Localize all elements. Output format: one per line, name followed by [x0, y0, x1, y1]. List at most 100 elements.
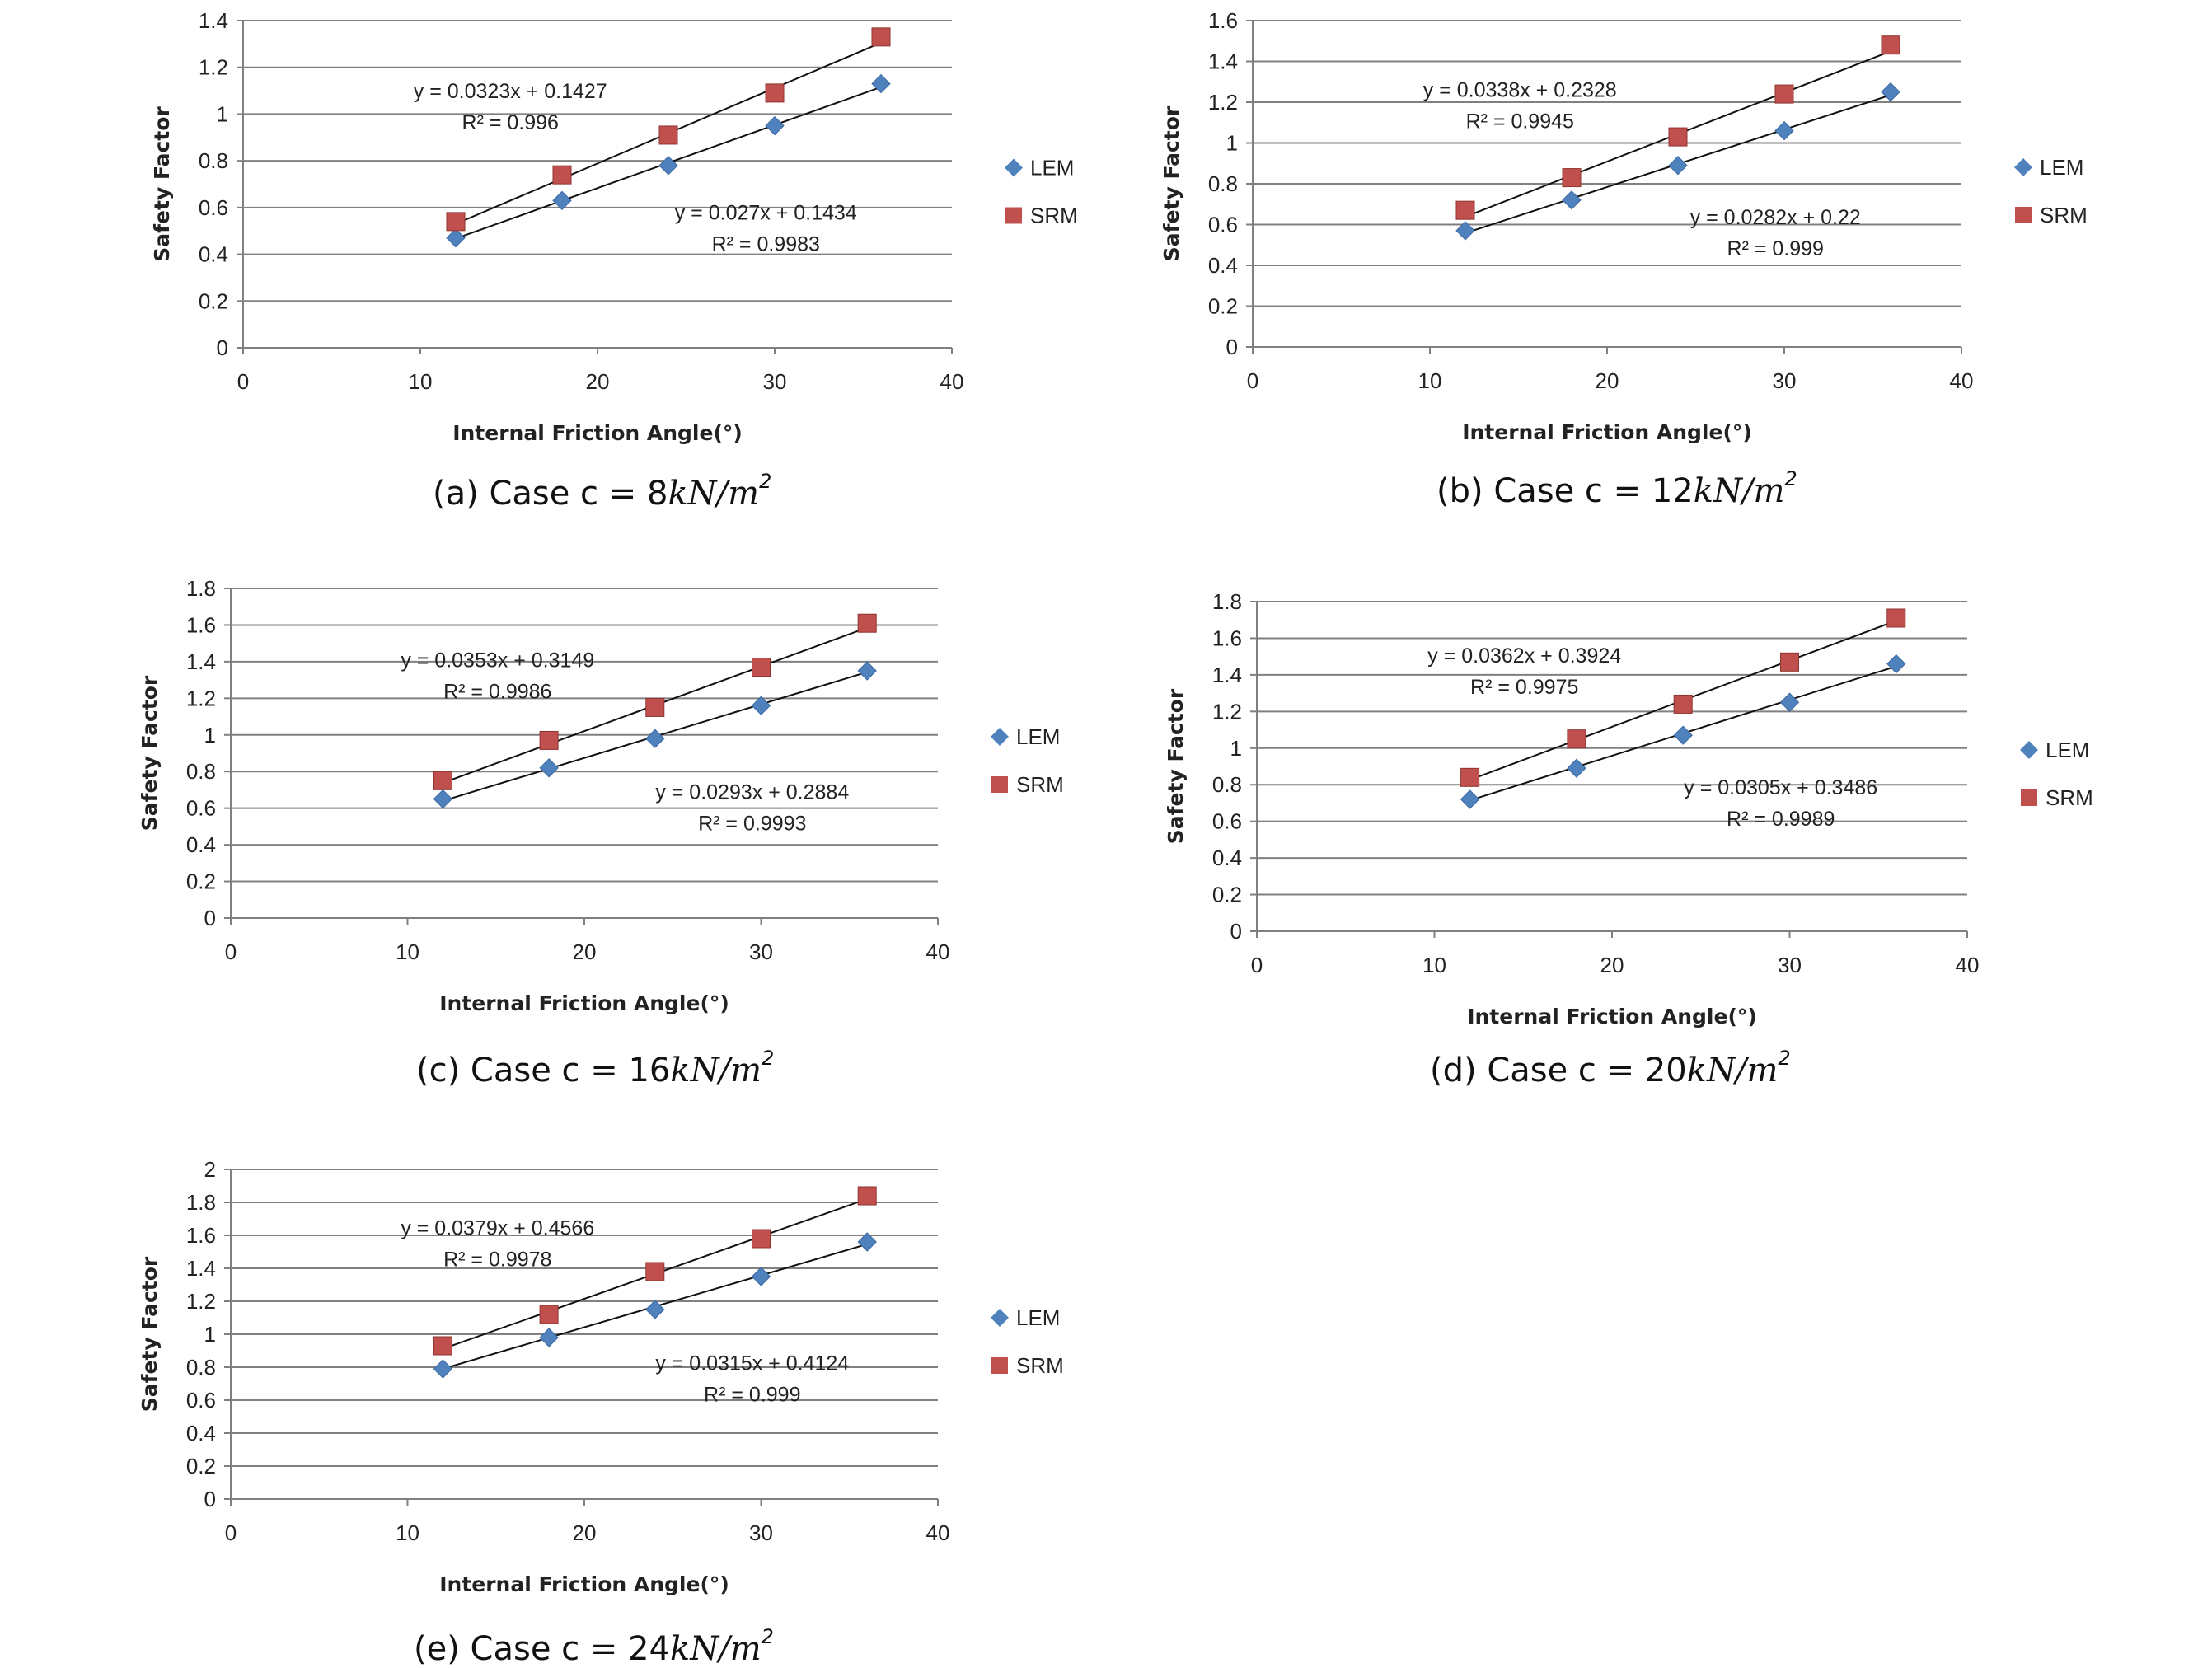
caption-exponent: 2: [759, 470, 772, 493]
caption-prefix: (b) Case c =: [1436, 472, 1652, 510]
lem-point: [751, 1267, 771, 1286]
chart-c: 0 0.2 0.4 0.6 0.8 1 1.2 1.4 1.6 1.8 0 10 20 30 40 Inter…: [138, 576, 1064, 1015]
y-tick-label: 0.2: [1208, 294, 1238, 319]
y-tick-label: 1.6: [1212, 626, 1242, 650]
x-tick-label: 30: [749, 1520, 773, 1545]
y-axis-label: Safety Factor: [138, 1256, 162, 1412]
lem-point: [645, 729, 665, 748]
x-tick-label: 40: [926, 939, 950, 964]
y-tick-label: 1.6: [186, 612, 216, 637]
lem-point: [751, 696, 771, 715]
srm-point: [1774, 84, 1794, 104]
lem-point: [1460, 789, 1480, 809]
y-tick-label: 0.4: [1212, 846, 1242, 870]
y-tick-label: 1: [204, 1322, 216, 1347]
caption-value: 8: [646, 475, 668, 513]
srm-point: [446, 212, 466, 232]
x-tick-label: 10: [1418, 368, 1442, 393]
srm-point: [658, 125, 678, 145]
y-tick-label: 0.6: [186, 1388, 216, 1413]
srm-point: [539, 1305, 559, 1324]
caption-exponent: 2: [1778, 1047, 1791, 1070]
lem-equation: y = 0.027x + 0.1434: [675, 202, 857, 225]
srm-point: [1460, 767, 1480, 787]
caption-a: (a) Case c = 8kN/m2: [433, 470, 771, 513]
srm-r2: R² = 0.9978: [443, 1249, 551, 1272]
caption-value: 24: [628, 1630, 670, 1668]
legend-srm-label: SRM: [1030, 204, 1078, 228]
y-tick-label: 0.8: [186, 759, 216, 784]
y-tick-label: 1: [1230, 736, 1242, 761]
x-tick-label: 40: [940, 369, 964, 394]
chart-panel-a: 0 0.2 0.4 0.6 0.8 1 1.2 1.4 0 10 20 30 40 Internal Fr…: [140, 0, 1078, 511]
srm-point: [539, 730, 559, 750]
x-tick-label: 30: [1778, 953, 1802, 977]
x-tick-label: 10: [396, 939, 419, 964]
x-tick-label: 10: [409, 369, 433, 394]
chart-d: 0 0.2 0.4 0.6 0.8 1 1.2 1.4 1.6 1.8 0 10 20 30 40 Inter…: [1164, 589, 2093, 1028]
x-axis-label: Internal Friction Angle(°): [439, 991, 729, 1015]
lem-r2: R² = 0.9993: [698, 813, 806, 836]
y-tick-label: 0.4: [186, 832, 216, 857]
lem-r2: R² = 0.9983: [712, 233, 820, 256]
caption-unit: kN/m: [1686, 1052, 1779, 1089]
legend-srm-label: SRM: [1016, 772, 1064, 797]
y-tick-label: 0.8: [186, 1355, 216, 1380]
srm-point: [552, 165, 572, 185]
y-tick-label: 1.6: [1208, 8, 1238, 33]
caption-d: (d) Case c = 20kN/m2: [1430, 1047, 1791, 1089]
chart-panel-d: 0 0.2 0.4 0.6 0.8 1 1.2 1.4 1.6 1.8 0 10 20 30 40 Inter…: [1154, 581, 2093, 1092]
x-tick-label: 10: [396, 1520, 419, 1545]
y-tick-label: 0: [1226, 335, 1238, 359]
y-tick-label: 1.2: [1208, 90, 1238, 115]
y-tick-label: 1.8: [1212, 589, 1242, 614]
srm-point: [1881, 35, 1900, 55]
lem-point: [1562, 190, 1582, 210]
legend-lem-marker: [991, 1309, 1009, 1327]
x-tick-label: 0: [225, 1520, 237, 1545]
x-tick-label: 40: [926, 1520, 950, 1545]
y-tick-label: 1.4: [186, 1256, 216, 1281]
y-tick-label: 0.4: [186, 1421, 216, 1445]
y-tick-label: 0.6: [1212, 809, 1242, 834]
x-tick-label: 0: [1251, 953, 1263, 977]
lem-r2: R² = 0.999: [704, 1384, 800, 1407]
y-tick-label: 0.6: [186, 796, 216, 821]
srm-point: [752, 658, 771, 677]
y-tick-label: 1.2: [186, 686, 216, 710]
lem-point: [857, 661, 877, 681]
srm-equation: y = 0.0379x + 0.4566: [401, 1217, 594, 1240]
x-tick-label: 40: [1956, 953, 1980, 977]
x-tick-label: 10: [1422, 953, 1446, 977]
caption-prefix: (a) Case c =: [433, 475, 647, 513]
lem-point: [1774, 120, 1794, 141]
srm-point: [765, 83, 785, 103]
chart-b: 0 0.2 0.4 0.6 0.8 1 1.2 1.4 1.6 0 10 20 30 40 Internal…: [1160, 8, 2088, 444]
lem-point: [1455, 221, 1475, 241]
y-tick-label: 0: [204, 1487, 216, 1511]
y-tick-label: 1: [1226, 131, 1238, 156]
lem-equation: y = 0.0282x + 0.22: [1690, 206, 1861, 229]
x-axis-label: Internal Friction Angle(°): [1462, 420, 1752, 444]
lem-point: [433, 789, 453, 809]
lem-point: [1668, 156, 1688, 176]
y-tick-label: 2: [204, 1157, 216, 1182]
lem-point: [433, 1359, 453, 1379]
x-tick-label: 30: [749, 939, 773, 964]
y-tick-label: 0: [204, 906, 216, 930]
srm-point: [1562, 168, 1582, 188]
x-tick-label: 20: [573, 939, 597, 964]
legend-srm-marker: [2015, 207, 2032, 223]
srm-point: [1567, 729, 1586, 749]
srm-equation: y = 0.0353x + 0.3149: [401, 649, 594, 672]
y-tick-label: 0.6: [199, 195, 228, 220]
lem-r2: R² = 0.999: [1727, 237, 1824, 260]
chart-a: 0 0.2 0.4 0.6 0.8 1 1.2 1.4 0 10 20 30 40 Internal Fr…: [150, 8, 1078, 445]
x-tick-label: 20: [573, 1520, 597, 1545]
y-tick-label: 1: [217, 101, 228, 126]
srm-point: [645, 1262, 665, 1281]
y-tick-label: 0.8: [199, 148, 228, 173]
y-tick-label: 0.2: [199, 288, 228, 313]
y-tick-label: 1.2: [199, 55, 228, 80]
y-tick-label: 1.2: [186, 1289, 216, 1314]
